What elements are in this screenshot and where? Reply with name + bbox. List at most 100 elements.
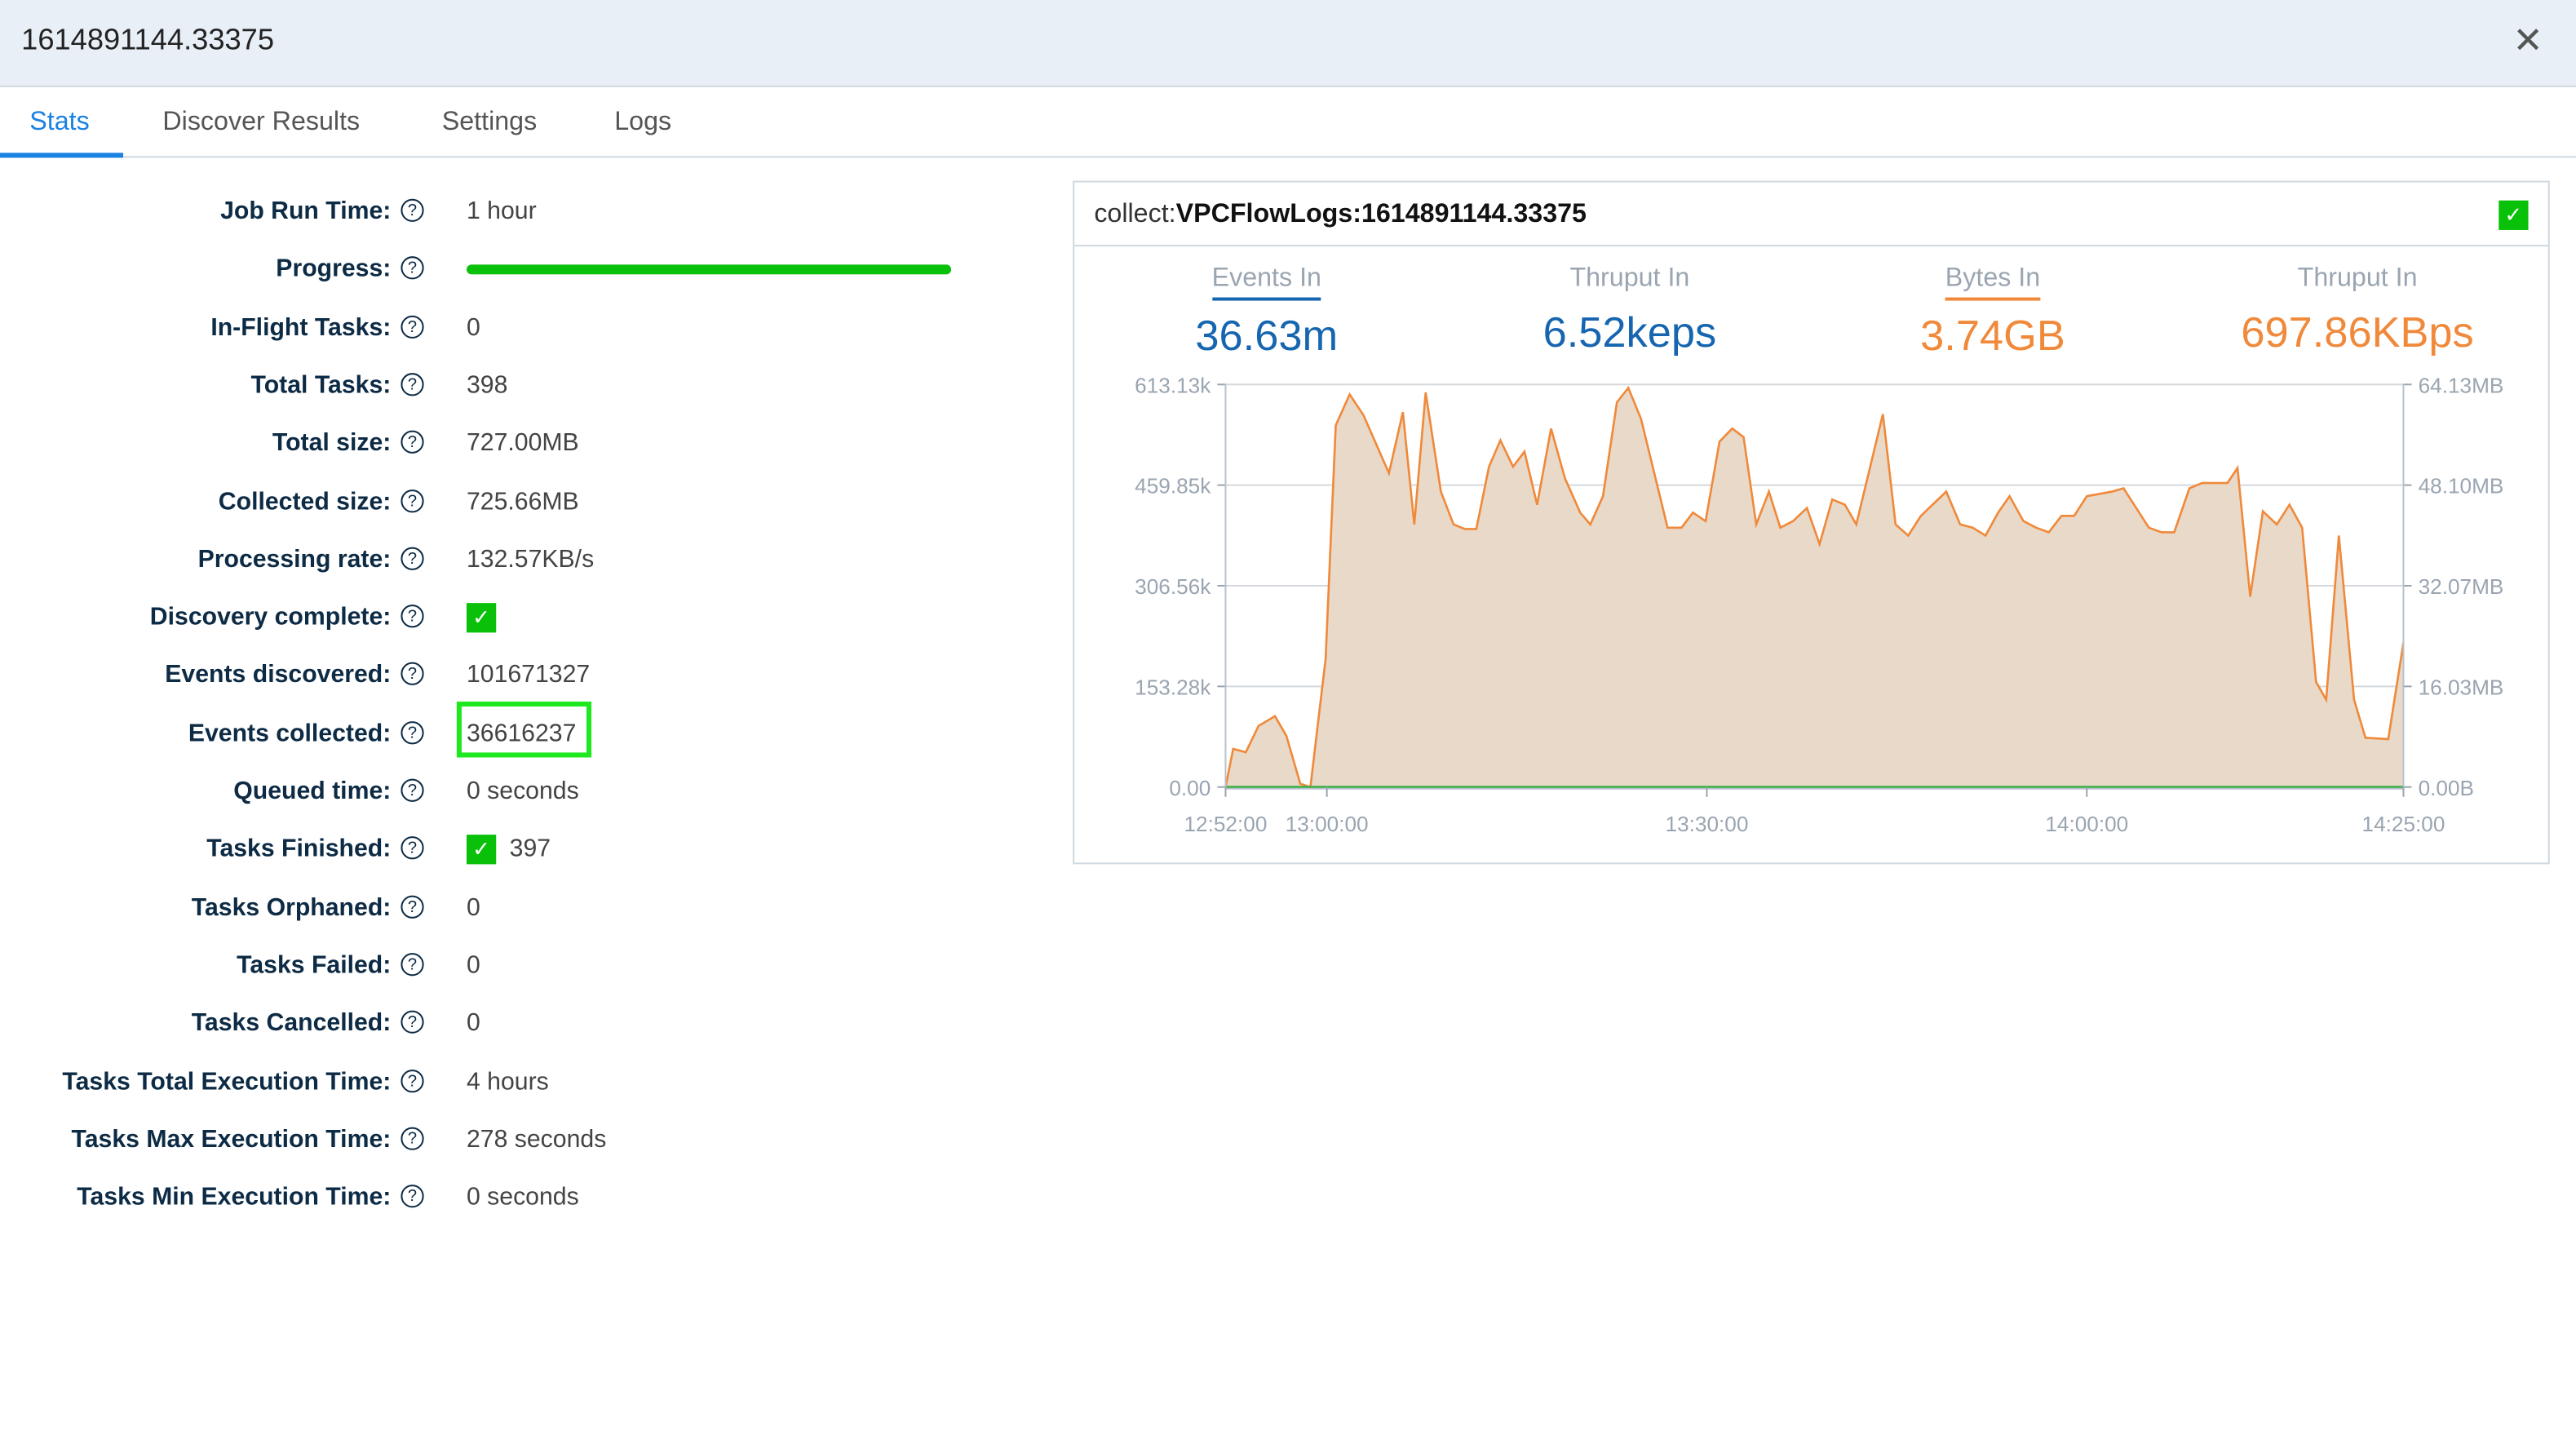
stat-label: Job Run Time: [220, 197, 392, 225]
stat-value: 0 [467, 951, 480, 979]
check-icon: ✓ [466, 603, 497, 633]
stat-value: 132.57KB/s [467, 545, 594, 573]
stat-row-processing-rate: Processing rate: ? 132.57KB/s [0, 540, 1051, 579]
stat-label: Tasks Min Execution Time: [77, 1183, 392, 1211]
stat-label: Tasks Max Execution Time: [71, 1125, 392, 1154]
stat-value: 36616237 [467, 720, 576, 747]
metric-label[interactable]: Bytes In [1945, 264, 2041, 301]
stat-value-text: 132.57KB/s [466, 545, 595, 574]
series-area [1225, 388, 2404, 787]
x-tick-label: 13:00:00 [1286, 812, 1369, 836]
help-icon[interactable]: ? [401, 605, 424, 628]
help-icon[interactable]: ? [401, 1010, 424, 1034]
tab-logs[interactable]: Logs [614, 108, 672, 137]
stat-row-events-discovered: Events discovered: ? 101671327 [0, 656, 1051, 695]
help-icon[interactable]: ? [401, 198, 424, 222]
stat-value: 0 [467, 1009, 480, 1037]
help-icon[interactable]: ? [401, 836, 424, 860]
help-icon[interactable]: ? [401, 431, 424, 454]
help-icon[interactable]: ? [401, 256, 424, 280]
stat-value-text: 398 [466, 370, 508, 400]
help-icon[interactable]: ? [401, 547, 424, 570]
x-tick-label: 13:30:00 [1666, 812, 1749, 836]
stat-label: Collected size: [218, 487, 392, 516]
stat-value: 0 seconds [467, 777, 579, 805]
help-icon[interactable]: ? [401, 778, 424, 802]
y-left-tick-label: 459.85k [1135, 474, 1211, 498]
metric-value: 3.74GB [1920, 310, 2065, 361]
stat-row-total-tasks: Total Tasks: ? 398 [0, 366, 1051, 405]
metric-2: Bytes In 3.74GB [1829, 264, 2158, 361]
stat-value: ✓ 397 [466, 835, 551, 865]
close-icon[interactable]: ✕ [2512, 20, 2543, 61]
stat-row-tasks-orphaned: Tasks Orphaned: ? 0 [0, 888, 1051, 928]
stat-label: Events collected: [188, 719, 392, 747]
title-bar: 1614891144.33375 ✕ [0, 0, 2576, 87]
stat-value: 0 [467, 893, 480, 921]
help-icon[interactable]: ? [401, 720, 424, 744]
help-icon[interactable]: ? [401, 314, 424, 339]
y-right-tick-label: 32.07MB [2419, 574, 2504, 599]
stat-value-text: 0 [466, 1008, 480, 1038]
stat-value: 0 seconds [467, 1183, 579, 1211]
progress-bar [466, 264, 952, 275]
stat-value-text: 0 [466, 893, 480, 922]
stat-value: 0 [467, 313, 480, 341]
panel-header: collect:VPCFlowLogs:1614891144.33375 ✓ [1074, 183, 2548, 247]
help-icon[interactable]: ? [401, 1069, 424, 1092]
tab-discover-results[interactable]: Discover Results [162, 108, 361, 137]
stat-value: 278 seconds [467, 1125, 606, 1153]
collector-chart-panel: collect:VPCFlowLogs:1614891144.33375 ✓ E… [1073, 180, 2550, 865]
metric-label: Thruput In [1569, 264, 1690, 293]
highlight-box [456, 701, 592, 757]
y-left-tick-label: 0.00 [1169, 776, 1211, 800]
help-icon[interactable]: ? [401, 952, 424, 977]
help-icon[interactable]: ? [401, 1185, 424, 1208]
stat-label: Queued time: [233, 777, 392, 805]
stat-row-tasks-min-execution-time: Tasks Min Execution Time: ? 0 seconds [0, 1178, 1051, 1217]
stat-value-text: 0 [466, 950, 480, 980]
stat-label: Tasks Failed: [237, 950, 392, 980]
stat-label: Progress: [276, 255, 392, 284]
y-right-tick-label: 0.00B [2419, 776, 2474, 800]
help-icon[interactable]: ? [401, 1127, 424, 1150]
stat-value-text: 0 seconds [466, 1183, 579, 1211]
x-tick-label: 14:00:00 [2045, 812, 2128, 836]
metric-label[interactable]: Events In [1211, 264, 1321, 301]
stat-label: Total size: [272, 429, 392, 458]
tab-settings[interactable]: Settings [441, 108, 538, 137]
help-icon[interactable]: ? [401, 372, 424, 396]
metric-value: 6.52keps [1543, 307, 1717, 357]
stat-value: 727.00MB [467, 429, 579, 457]
stat-value-text: 397 [509, 835, 551, 863]
stat-row-tasks-failed: Tasks Failed: ? 0 [0, 946, 1051, 986]
stat-value-text: 278 seconds [466, 1125, 607, 1154]
stat-row-events-collected: Events collected: ? 36616237 [0, 701, 1051, 757]
metric-label: Thruput In [2297, 264, 2418, 293]
panel-title-name: VPCFlowLogs:1614891144.33375 [1175, 200, 1587, 228]
stat-value-text: 1 hour [466, 197, 537, 225]
tab-stats[interactable]: Stats [29, 108, 90, 137]
stat-value-text: 101671327 [466, 661, 591, 689]
tab-bar: Stats Discover Results Settings Logs [0, 87, 2576, 158]
stat-value-text: 725.66MB [466, 487, 579, 516]
stat-row-tasks-cancelled: Tasks Cancelled: ? 0 [0, 1004, 1051, 1043]
help-icon[interactable]: ? [401, 662, 424, 686]
stat-label: Processing rate: [197, 545, 392, 574]
stat-row-total-size: Total size: ? 727.00MB [0, 424, 1051, 463]
metric-0: Events In 36.63m [1102, 264, 1431, 361]
stat-value-text: 36616237 [466, 719, 577, 747]
panel-title: collect:VPCFlowLogs:1614891144.33375 [1094, 201, 1587, 230]
help-icon[interactable]: ? [401, 489, 424, 512]
metric-1: Thruput In 6.52keps [1465, 264, 1794, 358]
stat-value-text: 0 seconds [466, 777, 579, 805]
stat-row-tasks-finished: Tasks Finished: ? ✓ 397 [0, 831, 1051, 870]
stat-value: 1 hour [467, 197, 537, 225]
y-right-tick-label: 48.10MB [2419, 474, 2504, 498]
y-left-tick-label: 306.56k [1135, 574, 1211, 599]
stat-label: Tasks Cancelled: [191, 1008, 392, 1038]
help-icon[interactable]: ? [401, 894, 424, 919]
metric-value: 697.86KBps [2241, 307, 2474, 357]
